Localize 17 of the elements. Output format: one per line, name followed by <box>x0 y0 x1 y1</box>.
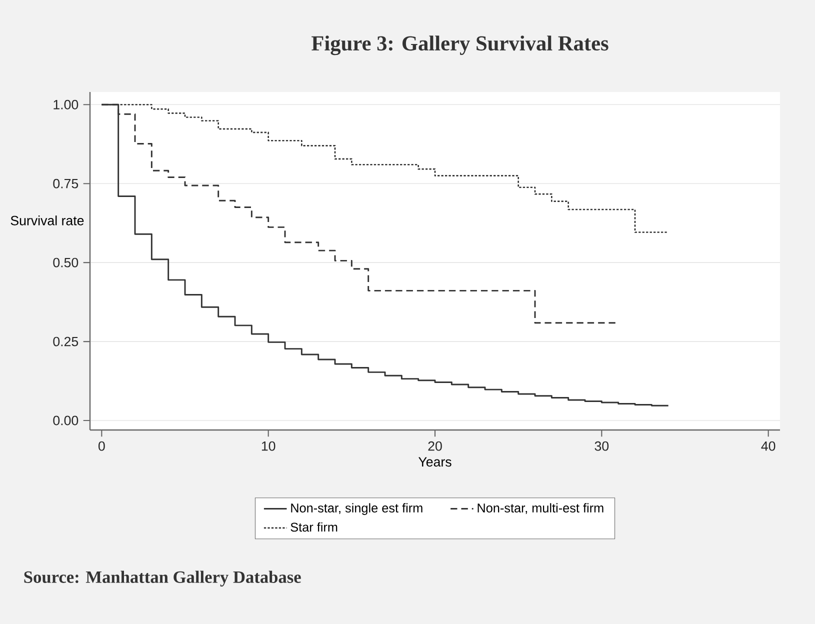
legend-label: Non-star, multi-est firm <box>478 503 604 514</box>
x-tick-label: 10 <box>262 441 276 451</box>
chart-title: Figure 3: Gallery Survival Rates <box>312 36 608 56</box>
source-note: Source: Manhattan Gallery Database <box>24 570 301 587</box>
x-axis-title: Years <box>418 457 452 467</box>
y-tick-label: 0.25 <box>53 336 78 346</box>
x-tick-label: 40 <box>761 441 776 451</box>
legend-label: Non-star, single est firm <box>291 503 422 515</box>
y-tick-label: 1.00 <box>54 100 78 110</box>
x-tick-label: 20 <box>428 441 442 451</box>
y-tick-label: 0.00 <box>53 416 78 426</box>
y-axis-title: Survival rate <box>10 216 84 226</box>
y-tick-label: 0.50 <box>53 258 78 268</box>
x-tick-label: 30 <box>594 441 609 451</box>
y-tick-label: 0.75 <box>53 178 78 188</box>
legend-label: Star firm <box>290 522 338 532</box>
x-tick-label: 0 <box>98 441 105 451</box>
